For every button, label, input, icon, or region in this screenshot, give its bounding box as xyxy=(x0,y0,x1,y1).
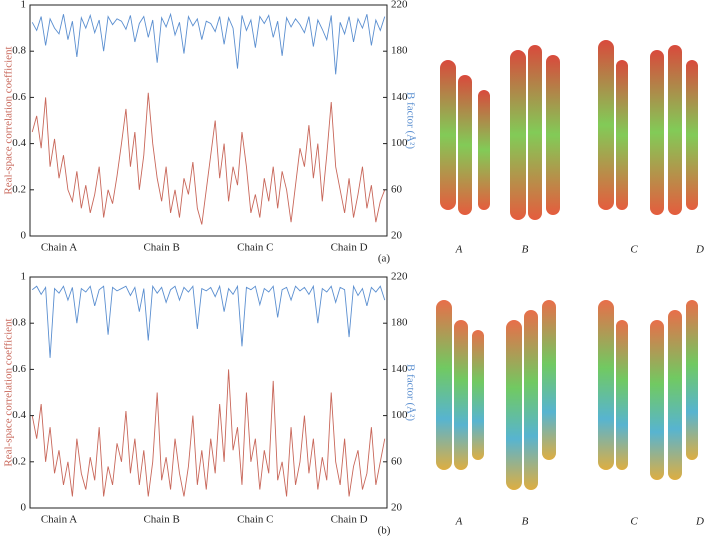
x-tick-label: Chain C xyxy=(237,514,273,526)
y2-tick-label: 180 xyxy=(391,317,408,329)
y-tick-label: 0.8 xyxy=(12,45,26,57)
y-tick-label: 1 xyxy=(21,271,27,283)
y2-tick-label: 60 xyxy=(391,183,403,195)
y2-axis-label: B factor (Å²) xyxy=(404,364,416,421)
data-line xyxy=(31,284,386,358)
y2-tick-label: 60 xyxy=(391,455,403,467)
y-axis-label: Real-space correlation coefficient xyxy=(3,318,15,466)
y-tick-label: 0 xyxy=(21,502,27,514)
plot-frame xyxy=(29,276,388,509)
y2-axis-label: B factor (Å²) xyxy=(404,92,416,149)
plot-frame xyxy=(29,4,388,237)
y2-tick-label: 100 xyxy=(391,409,408,421)
structure-label: D xyxy=(695,244,704,256)
structure-label: B xyxy=(522,244,529,256)
y-tick-label: 0.2 xyxy=(12,183,26,195)
y-tick-label: 0.8 xyxy=(12,317,26,329)
structure-images xyxy=(436,40,698,490)
x-tick-label: Chain D xyxy=(331,514,368,526)
y-tick-label: 0.4 xyxy=(12,409,26,421)
y-tick-label: 0.2 xyxy=(12,455,26,467)
y-tick-label: 0.6 xyxy=(12,363,26,375)
y-tick-label: 1 xyxy=(21,0,27,11)
x-tick-label: Chain B xyxy=(143,514,179,526)
x-tick-label: Chain C xyxy=(237,242,273,254)
y-tick-label: 0.4 xyxy=(12,137,26,149)
y2-tick-label: 220 xyxy=(391,0,408,11)
structure-label: D xyxy=(695,516,704,528)
y2-tick-label: 140 xyxy=(391,363,408,375)
y2-tick-label: 220 xyxy=(391,271,408,283)
x-tick-label: Chain D xyxy=(331,242,368,254)
x-tick-label: Chain A xyxy=(41,514,77,526)
structure-label: A xyxy=(455,244,463,256)
structure-label: C xyxy=(630,516,638,528)
data-line xyxy=(31,12,386,75)
y-tick-label: 0 xyxy=(21,230,27,242)
data-line xyxy=(31,92,386,225)
y-axis-label: Real-space correlation coefficient xyxy=(3,46,15,194)
structure-label: B xyxy=(522,516,529,528)
structure-label: A xyxy=(455,516,463,528)
panel-label: (a) xyxy=(378,253,391,265)
structure-label: C xyxy=(630,244,638,256)
x-tick-label: Chain B xyxy=(143,242,179,254)
y2-tick-label: 100 xyxy=(391,137,408,149)
y2-tick-label: 180 xyxy=(391,45,408,57)
y2-tick-label: 20 xyxy=(391,230,403,242)
y2-tick-label: 20 xyxy=(391,502,403,514)
y2-tick-label: 140 xyxy=(391,91,408,103)
panel-label: (b) xyxy=(378,525,391,537)
y-tick-label: 0.6 xyxy=(12,91,26,103)
x-tick-label: Chain A xyxy=(41,242,77,254)
data-line xyxy=(31,369,386,497)
